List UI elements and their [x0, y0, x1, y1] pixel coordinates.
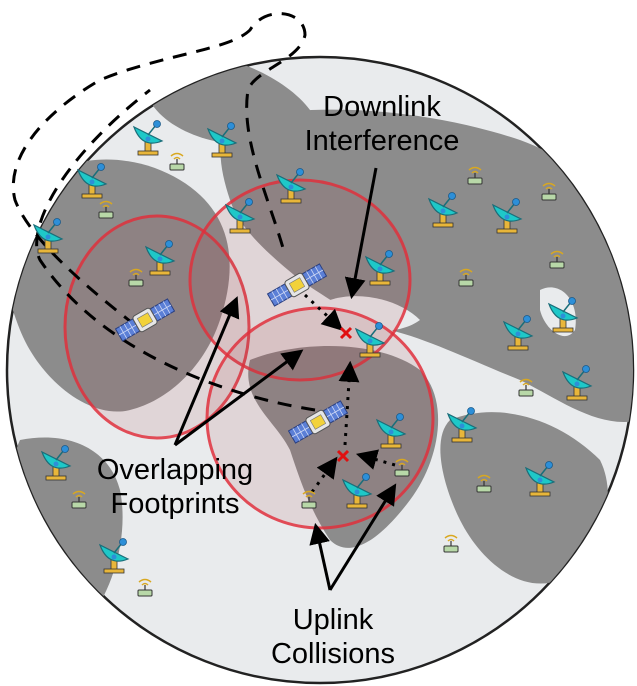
downlink-interference-label: Downlink Interference [287, 90, 477, 158]
uplink-line-1: Uplink [292, 604, 374, 636]
downlink-line-2: Interference [304, 125, 460, 157]
downlink-line-1: Downlink [323, 91, 441, 123]
orbit-paths [11, 12, 316, 412]
collision-x-icon [336, 326, 353, 463]
callout-arrows [173, 167, 397, 591]
footprint-west [63, 214, 251, 440]
orbit-path-2 [35, 88, 316, 412]
uplink-line-2: Collisions [270, 638, 396, 670]
overlapping-footprints-label: Overlapping Footprints [80, 453, 270, 521]
orbit-path-1 [11, 12, 307, 327]
uplink-collisions-label: Uplink Collisions [253, 603, 413, 671]
footprints-line-1: Overlapping [96, 454, 254, 486]
signal-arrows [303, 293, 396, 493]
footprints-line-2: Footprints [110, 488, 240, 520]
